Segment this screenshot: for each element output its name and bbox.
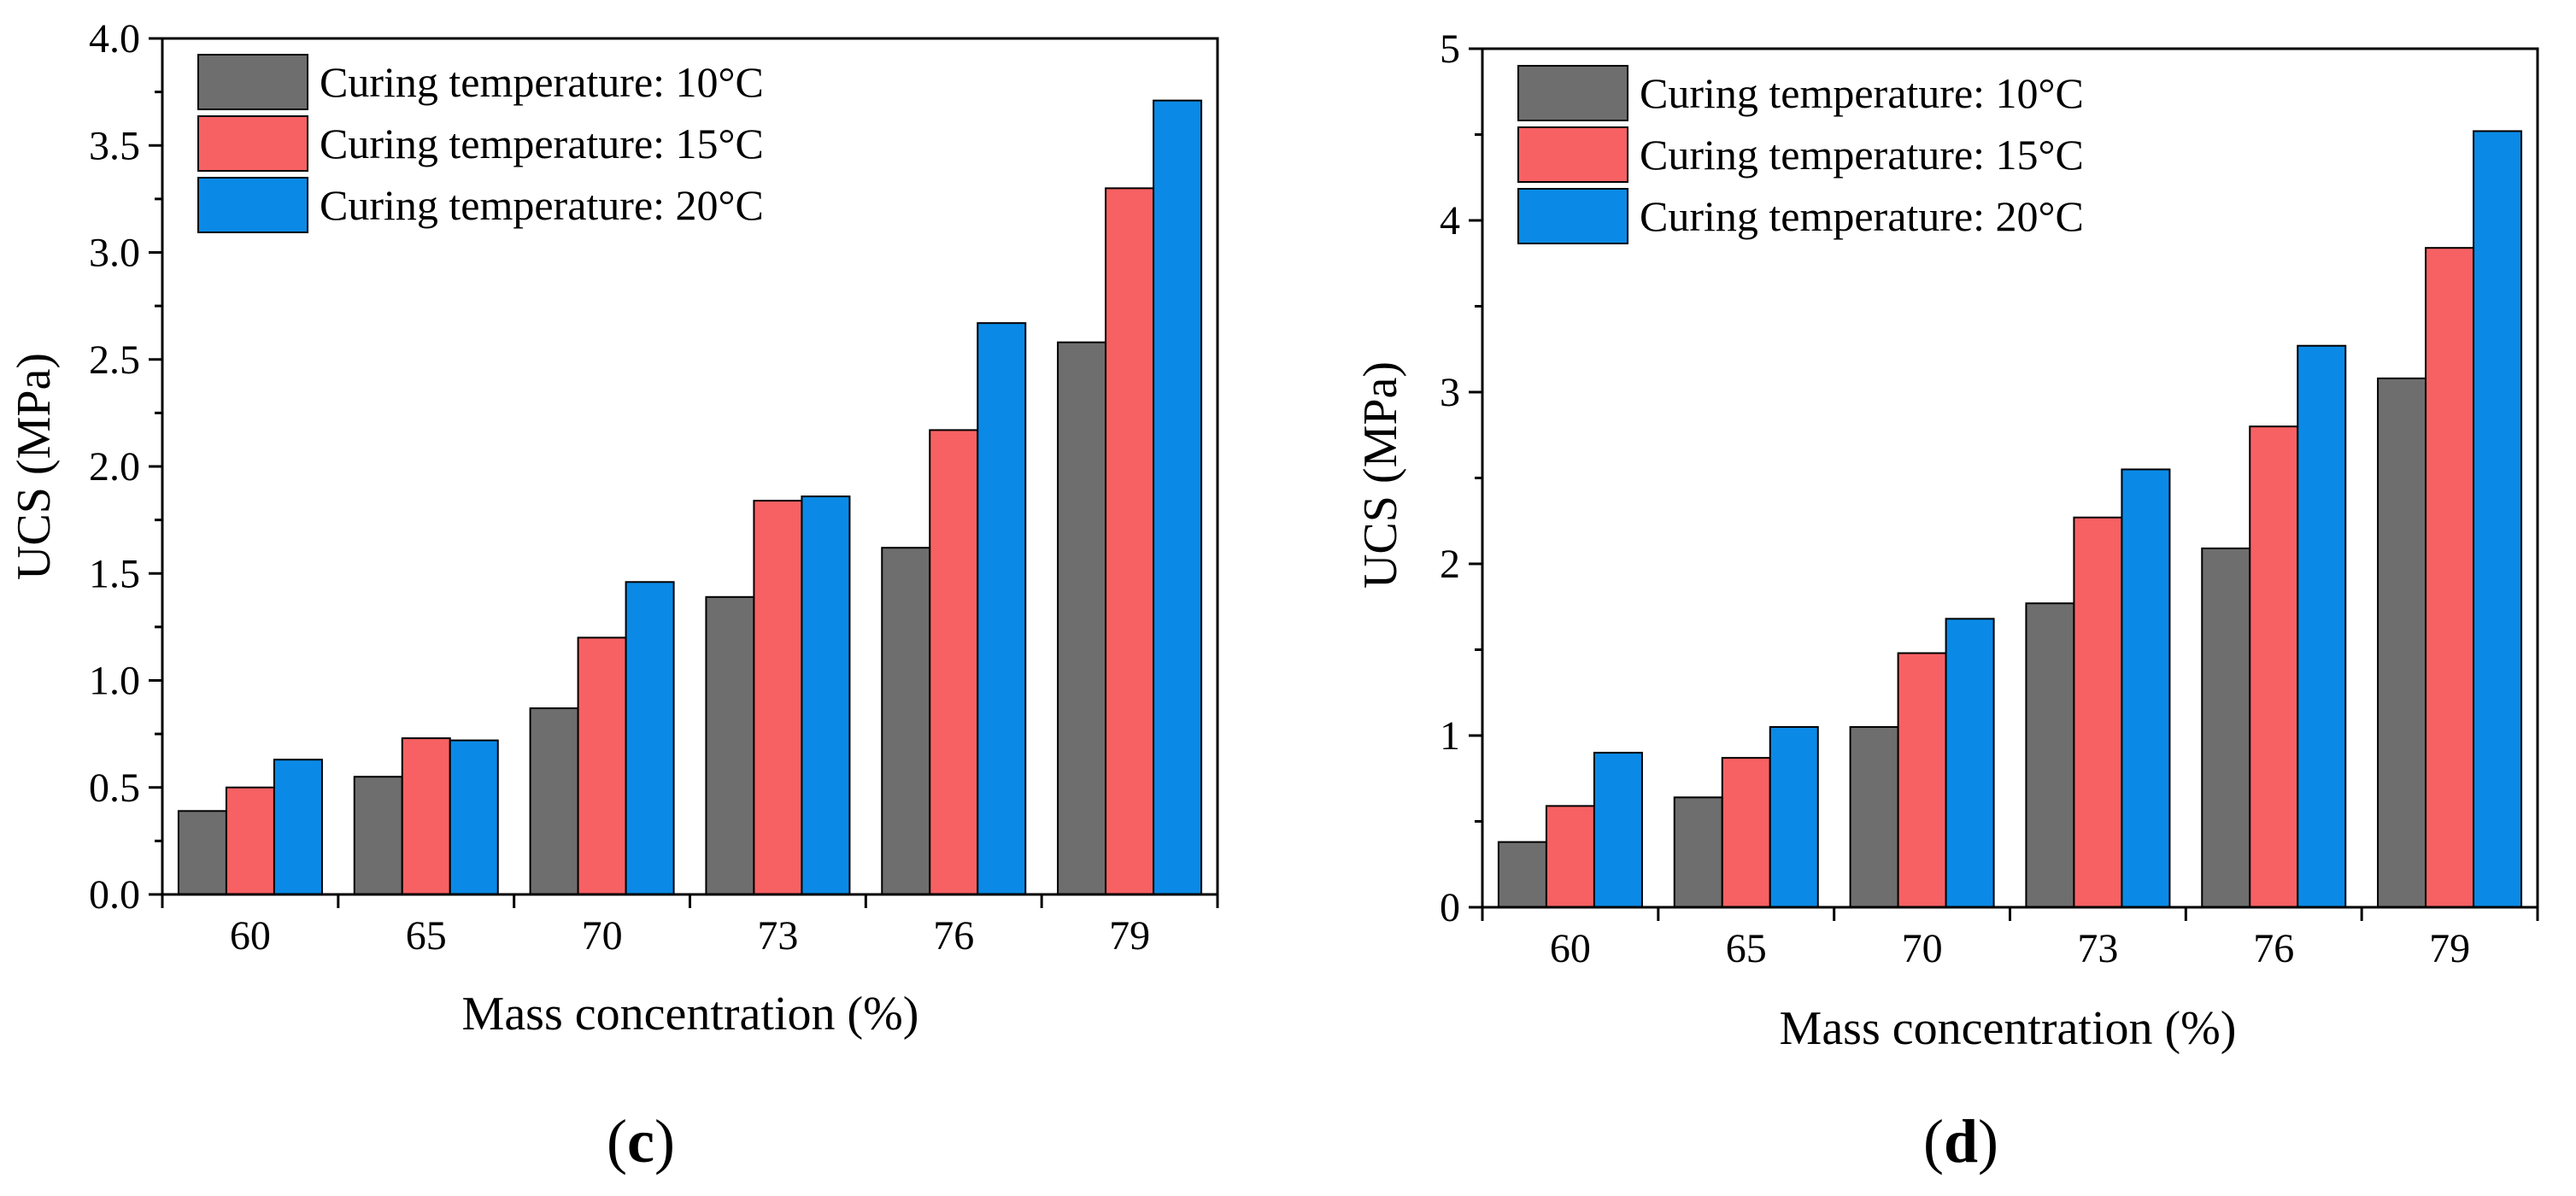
bar-c-s2-79 [1105,187,1155,896]
bar-c-s3-73 [801,495,851,895]
x-tick-label-d-60: 60 [1550,926,1591,971]
chart-panel-d: 0 1 2 3 4 5 60 65 70 73 76 79 Mass concentration (%)… [1354,26,2539,1175]
bar-c-s3-79 [1153,99,1203,895]
bar-c-s2-70 [577,636,627,896]
bar-d-s3-70 [1945,618,1995,908]
bar-d-s1-76 [2201,547,2251,908]
bar-c-s1-65 [353,776,403,895]
bar-d-s2-65 [1721,757,1771,908]
y-tick-label-d-5: 5 [1440,26,1460,72]
y-tick-label-d-2: 2 [1440,542,1460,587]
bar-d-s3-60 [1593,752,1643,908]
bar-c-s3-76 [977,322,1027,896]
bar-d-s2-70 [1897,652,1947,909]
x-tick-label-d-79: 79 [2429,926,2470,971]
y-tick-label-d-1: 1 [1440,713,1460,759]
x-axis-title-c: Mass concentration (%) [462,988,919,1041]
bar-d-s2-76 [2249,425,2299,908]
bar-c-s2-65 [401,737,451,896]
panel-label-letter-c: c [627,1107,654,1175]
bar-c-s1-73 [705,595,755,895]
bar-c-s1-79 [1057,341,1107,895]
y-tick-label-c-7: 3.5 [89,123,140,168]
bar-d-s1-79 [2377,377,2427,909]
bar-d-s1-70 [1849,725,1899,909]
y-tick-label-c-6: 3.0 [89,231,140,276]
legend-swatch-d-3 [1517,188,1628,244]
x-tick-label-c-60: 60 [230,913,271,959]
panel-label-letter-d: d [1944,1107,1978,1175]
legend-label-c-1: Curing temperature: 10°C [320,58,764,106]
bar-d-s3-73 [2121,468,2171,908]
bar-c-s2-60 [225,786,275,895]
x-tick-label-c-70: 70 [582,913,623,959]
x-tick-label-d-65: 65 [1726,926,1767,971]
bar-d-s2-60 [1545,805,1595,908]
legend-label-d-2: Curing temperature: 15°C [1640,131,2084,179]
bar-c-s1-60 [177,810,227,895]
bar-c-s1-70 [529,707,579,895]
legend-label-d-3: Curing temperature: 20°C [1640,192,2084,240]
bar-d-s2-73 [2073,516,2123,908]
x-tick-label-c-79: 79 [1109,913,1150,959]
bar-c-s1-76 [881,547,931,895]
y-axis-title-c: UCS (MPa) [8,353,61,580]
x-tick-label-d-73: 73 [2077,926,2118,971]
legend-swatch-c-2 [197,115,308,172]
panel-label-d: (d) [1923,1107,1998,1175]
bar-d-s1-65 [1673,796,1723,908]
bar-c-s2-76 [929,429,979,896]
x-axis-title-d: Mass concentration (%) [1780,1002,2237,1055]
legend-swatch-c-1 [197,54,308,110]
bar-d-s1-73 [2025,602,2075,908]
bar-c-s3-65 [449,739,499,896]
panel-label-c: (c) [607,1107,675,1175]
y-axis-title-d: UCS (MPa) [1354,361,1407,589]
bar-c-s2-73 [753,500,803,896]
y-tick-label-d-4: 4 [1440,198,1460,243]
panel-label-close-paren-c: ) [654,1107,675,1175]
legend-label-d-1: Curing temperature: 10°C [1640,69,2084,117]
bar-c-s3-70 [625,581,675,896]
y-tick-label-c-1: 0.5 [89,765,140,811]
bar-d-s3-79 [2473,130,2523,909]
x-tick-label-d-70: 70 [1902,926,1943,971]
y-tick-label-c-2: 1.0 [89,659,140,704]
panel-label-open-paren-c: ( [607,1107,627,1175]
legend-swatch-d-1 [1517,65,1628,121]
x-tick-label-c-73: 73 [757,913,798,959]
x-tick-label-c-76: 76 [933,913,974,959]
x-tick-label-c-65: 65 [406,913,447,959]
legend-label-c-2: Curing temperature: 15°C [320,120,764,167]
y-tick-label-c-3: 1.5 [89,551,140,596]
bar-d-s1-60 [1497,841,1547,908]
bar-d-s2-79 [2425,247,2475,909]
legend-swatch-d-2 [1517,126,1628,183]
legend-swatch-c-3 [197,177,308,233]
y-tick-label-c-4: 2.0 [89,444,140,490]
legend-label-c-3: Curing temperature: 20°C [320,181,764,229]
y-tick-label-c-5: 2.5 [89,337,140,383]
bar-d-s3-76 [2297,344,2347,909]
y-tick-label-d-3: 3 [1440,370,1460,415]
bar-d-s3-65 [1769,725,1819,909]
y-tick-label-c-0: 0.0 [89,872,140,918]
bar-c-s3-60 [273,759,323,895]
y-tick-label-c-8: 4.0 [89,16,140,62]
panel-label-close-paren-d: ) [1978,1107,1998,1175]
panel-label-open-paren-d: ( [1923,1107,1944,1175]
y-tick-label-d-0: 0 [1440,885,1460,930]
x-tick-label-d-76: 76 [2253,926,2294,971]
chart-panel-c: 0.0 0.5 1.0 1.5 2.0 2.5 3.0 3.5 4.0 60 65 70 73 76 79 M… [8,16,1219,1175]
